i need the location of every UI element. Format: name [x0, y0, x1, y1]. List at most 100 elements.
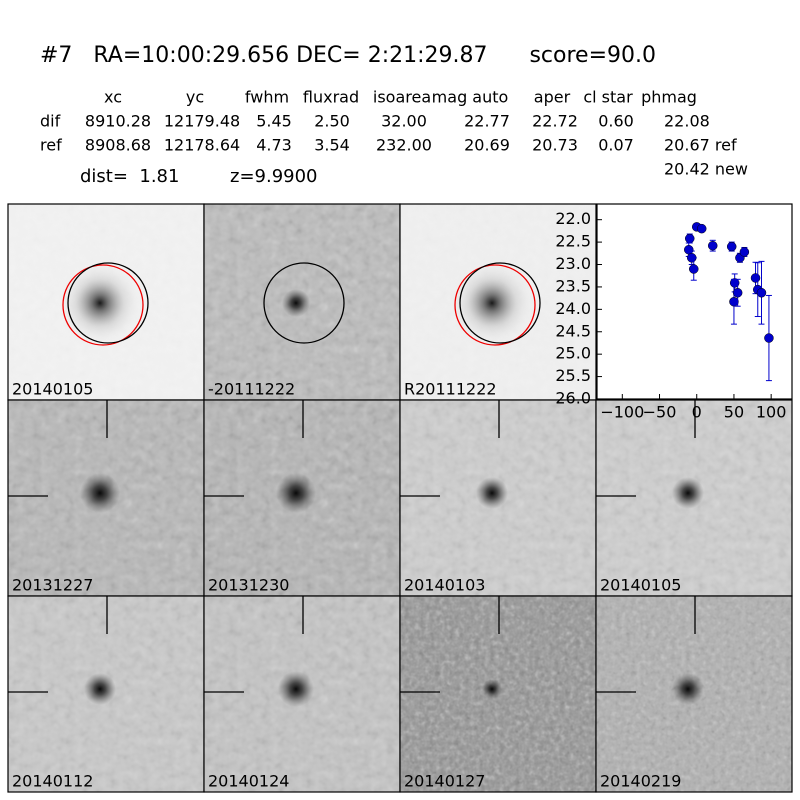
source-blob	[84, 673, 116, 705]
cutout-panel: 20140103	[399, 399, 597, 597]
panel-label: 20140105	[600, 576, 681, 595]
source-blob	[672, 673, 704, 705]
column-header: isoarea	[373, 88, 431, 107]
y-tick-label: 22.0	[555, 209, 591, 228]
phmag-new: 20.42 new	[664, 160, 748, 179]
row-label: ref	[40, 136, 62, 155]
x-tick-label: 100	[756, 403, 787, 422]
y-tick-label: 23.0	[555, 254, 591, 273]
ref-circle	[62, 264, 144, 346]
cell: 8908.68	[85, 136, 151, 155]
source-blob	[80, 473, 120, 513]
y-tick-label: 24.5	[555, 321, 591, 340]
source-blob	[672, 477, 704, 509]
cutout-panel: 20131230	[203, 399, 401, 597]
column-header: fwhm	[245, 88, 289, 107]
y-tick-label: 24.0	[555, 299, 591, 318]
x-tick-label: 50	[724, 403, 744, 422]
cell: 0.60	[598, 112, 634, 131]
panel-label: 20140112	[12, 772, 93, 791]
y-tick-label: 22.5	[555, 232, 591, 251]
panel-border	[595, 595, 793, 793]
y-tick-label: 25.5	[555, 366, 591, 385]
data-point	[756, 288, 767, 298]
column-header: fluxrad	[303, 88, 359, 107]
data-point	[726, 241, 737, 252]
aperture-circle	[459, 262, 541, 344]
column-header: xc	[104, 88, 122, 107]
column-header: cl star	[583, 88, 633, 107]
data-point	[732, 288, 743, 298]
cell: 12178.64	[164, 136, 240, 155]
panel-label: 20140105	[12, 380, 93, 399]
cell: 2.50	[314, 112, 350, 131]
cell: 22.77	[464, 112, 510, 131]
cell: 22.08	[664, 112, 710, 131]
y-tick-label: 23.5	[555, 276, 591, 295]
aperture-circle	[67, 262, 149, 344]
panel-label: 20131227	[12, 576, 93, 595]
cutout-panel: 20140112	[7, 595, 205, 793]
source-blob	[282, 289, 310, 317]
cutout-panel: 20140105	[7, 203, 205, 401]
panel-label: -20111222	[208, 380, 295, 399]
plot-frame	[596, 203, 793, 400]
panel-label: 20140103	[404, 576, 485, 595]
light-curve: 22.0 22.5 23.0 23.5 24.0 24.5 25.0 25.5 26.0 −100…	[555, 203, 793, 422]
data-point	[729, 296, 739, 307]
dist: dist= 1.81	[80, 166, 179, 187]
cell: 12179.48	[164, 112, 240, 131]
cutout-panel: 20140105	[595, 399, 793, 597]
column-header: aper	[534, 88, 571, 107]
cell: 20.69	[464, 136, 510, 155]
x-tick-label: −50	[643, 403, 677, 422]
data-point	[739, 247, 750, 257]
source-blob	[476, 477, 508, 509]
column-header: yc	[186, 88, 204, 107]
cell: 0.07	[598, 136, 634, 155]
title: #7 RA=10:00:29.656 DEC= 2:21:29.87 score…	[40, 43, 656, 68]
source-blob	[278, 671, 314, 707]
y-tick-label: 26.0	[555, 389, 591, 408]
column-header: phmag	[641, 88, 697, 107]
cutout-panel: 20131227	[7, 399, 205, 597]
data-point	[764, 333, 774, 343]
cutout-panel: 20140124	[203, 595, 401, 793]
cell: 20.73	[532, 136, 578, 155]
cutout-panel: 20140219	[595, 595, 793, 793]
panel-label: 20140127	[404, 772, 485, 791]
cell: 32.00	[381, 112, 427, 131]
source-blob	[482, 679, 502, 699]
column-header: mag auto	[432, 88, 509, 107]
cell: 22.72	[532, 112, 578, 131]
cell: 232.00	[376, 136, 432, 155]
cutout-panel: 20140127	[399, 595, 597, 793]
cutout-panel: -20111222	[203, 203, 401, 401]
panel-label: 20140219	[600, 772, 681, 791]
data-point	[729, 278, 740, 288]
source-blob	[60, 263, 140, 343]
redshift: z=9.9900	[230, 166, 318, 187]
data-point	[696, 223, 707, 234]
panel-label: 20140124	[208, 772, 289, 791]
panel-label: 20131230	[208, 576, 289, 595]
cell: 5.45	[256, 112, 292, 131]
cell: 3.54	[314, 136, 350, 155]
y-tick-label: 25.0	[555, 344, 591, 363]
data-point	[750, 273, 761, 283]
ref-circle	[454, 264, 536, 346]
plot-area	[597, 204, 792, 399]
cell: 20.67 ref	[664, 136, 737, 155]
cell: 4.73	[256, 136, 292, 155]
panels: 20140105 -20111222 R20111222 20131227 201312…	[7, 203, 793, 793]
aperture-circle	[263, 262, 345, 344]
source-blob	[276, 473, 316, 513]
panel-label: R20111222	[404, 380, 497, 399]
source-blob	[452, 263, 532, 343]
row-label: dif	[40, 112, 61, 131]
cell: 8910.28	[85, 112, 151, 131]
cutout-panel: R20111222	[399, 203, 597, 401]
x-tick-label: −100	[600, 403, 644, 422]
